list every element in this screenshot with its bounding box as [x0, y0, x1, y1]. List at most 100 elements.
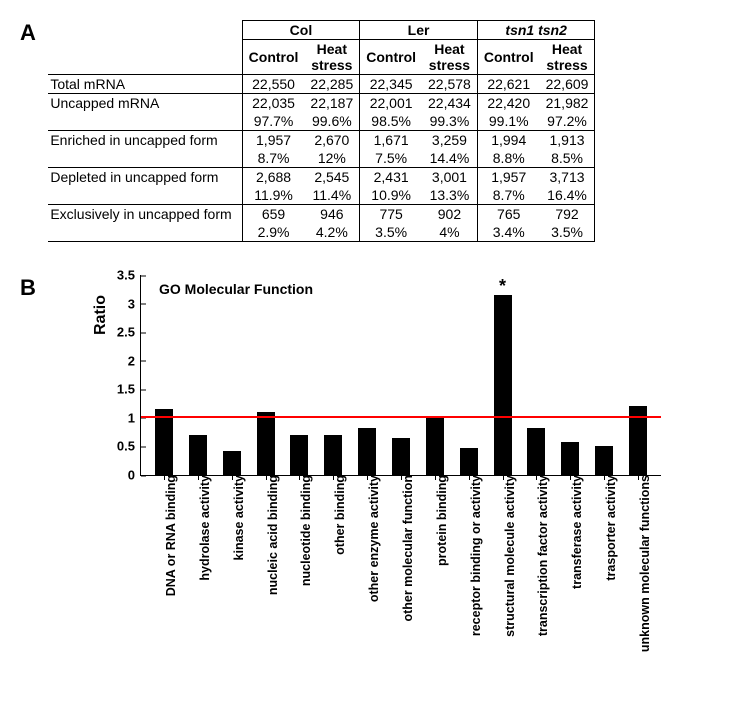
cell: 22,609 — [540, 75, 595, 94]
x-label: kinase activity — [226, 475, 246, 560]
bar-slot: receptor binding or activity — [452, 448, 486, 475]
cell: 3,713 — [540, 168, 595, 187]
cell: 775 — [360, 205, 422, 224]
cell: 3,259 — [422, 131, 477, 150]
panel-a-label: A — [20, 20, 36, 46]
col-sub: Heatstress — [304, 40, 359, 75]
cell-pct: 2.9% — [242, 223, 304, 242]
cell-pct: 8.7% — [477, 186, 539, 205]
y-axis-label: Ratio — [92, 295, 110, 335]
row-label: Total mRNA — [48, 75, 242, 94]
col-sub: Control — [477, 40, 539, 75]
bar — [290, 435, 308, 475]
cell-pct: 97.2% — [540, 112, 595, 131]
bar — [358, 428, 376, 475]
cell: 902 — [422, 205, 477, 224]
bar-slot: other enzyme activity — [350, 428, 384, 475]
bar-slot: protein binding — [418, 418, 452, 475]
cell-pct: 8.8% — [477, 149, 539, 168]
row-label: Depleted in uncapped form — [48, 168, 242, 205]
cell-pct: 11.9% — [242, 186, 304, 205]
bar — [392, 438, 410, 475]
x-label: trasporter activity — [598, 475, 618, 581]
cell-pct: 3.4% — [477, 223, 539, 242]
x-label: transferase activity — [564, 475, 584, 589]
significance-star: * — [499, 277, 506, 295]
bar-slot: hydrolase activity — [181, 435, 215, 475]
cell-pct: 98.5% — [360, 112, 422, 131]
bar-slot: trasporter activity — [587, 446, 621, 475]
col-sub: Heatstress — [422, 40, 477, 75]
x-label: hydrolase activity — [192, 475, 212, 581]
cell-pct: 16.4% — [540, 186, 595, 205]
bar-slot: DNA or RNA binding — [147, 409, 181, 475]
cell-pct: 4% — [422, 223, 477, 242]
row-label: Enriched in uncapped form — [48, 131, 242, 168]
panel-b-label: B — [20, 275, 36, 301]
cell: 659 — [242, 205, 304, 224]
cell: 22,345 — [360, 75, 422, 94]
cell-pct: 8.7% — [242, 149, 304, 168]
cell: 21,982 — [540, 94, 595, 113]
cell-pct: 97.7% — [242, 112, 304, 131]
cell-pct: 99.6% — [304, 112, 359, 131]
x-label: receptor binding or activity — [463, 475, 483, 636]
reference-line — [141, 416, 661, 418]
x-label: nucleotide binding — [293, 475, 313, 586]
cell: 22,001 — [360, 94, 422, 113]
cell: 1,913 — [540, 131, 595, 150]
bar — [595, 446, 613, 475]
cell: 22,621 — [477, 75, 539, 94]
cell: 2,545 — [304, 168, 359, 187]
y-tick: 3 — [128, 296, 141, 311]
chart-area: GO Molecular Function DNA or RNA binding… — [140, 275, 661, 476]
x-label: DNA or RNA binding — [158, 475, 178, 596]
cell-pct: 14.4% — [422, 149, 477, 168]
cell-pct: 99.1% — [477, 112, 539, 131]
y-tick: 2.5 — [117, 325, 141, 340]
col-sub: Heatstress — [540, 40, 595, 75]
cell-pct: 8.5% — [540, 149, 595, 168]
bar — [189, 435, 207, 475]
bar-slot: other binding — [316, 435, 350, 475]
table-wrap: ColLertsn1 tsn2ControlHeatstressControlH… — [48, 20, 595, 242]
cell-pct: 10.9% — [360, 186, 422, 205]
cell: 1,957 — [477, 168, 539, 187]
cell: 22,420 — [477, 94, 539, 113]
bar-slot: nucleotide binding — [282, 435, 316, 475]
cell: 22,434 — [422, 94, 477, 113]
cell: 22,550 — [242, 75, 304, 94]
bar — [155, 409, 173, 475]
cell-pct: 12% — [304, 149, 359, 168]
y-tick: 0 — [128, 468, 141, 483]
y-tick: 3.5 — [117, 268, 141, 283]
row-label: Exclusively in uncapped form — [48, 205, 242, 242]
cell-pct: 99.3% — [422, 112, 477, 131]
cell: 22,578 — [422, 75, 477, 94]
bar-slot: transcription factor activity — [519, 428, 553, 475]
cell: 22,285 — [304, 75, 359, 94]
bar — [561, 442, 579, 475]
cell: 1,994 — [477, 131, 539, 150]
col-sub: Control — [242, 40, 304, 75]
bar-slot: kinase activity — [215, 451, 249, 475]
bar — [257, 412, 275, 475]
row-label: Uncapped mRNA — [48, 94, 242, 131]
bar-slot: nucleic acid binding — [249, 412, 283, 475]
cell: 1,671 — [360, 131, 422, 150]
x-label: other binding — [327, 475, 347, 555]
data-table: ColLertsn1 tsn2ControlHeatstressControlH… — [48, 20, 595, 242]
x-label: unknown molecular functions — [632, 475, 652, 652]
cell: 792 — [540, 205, 595, 224]
bar-slot: structural molecule activity* — [486, 295, 520, 475]
bar — [223, 451, 241, 475]
col-sub: Control — [360, 40, 422, 75]
cell: 2,431 — [360, 168, 422, 187]
y-tick: 2 — [128, 353, 141, 368]
cell-pct: 3.5% — [540, 223, 595, 242]
col-group: Ler — [360, 21, 478, 40]
y-tick: 1 — [128, 410, 141, 425]
cell: 3,001 — [422, 168, 477, 187]
cell: 2,688 — [242, 168, 304, 187]
panel-b: B Ratio GO Molecular Function DNA or RNA… — [20, 275, 722, 476]
